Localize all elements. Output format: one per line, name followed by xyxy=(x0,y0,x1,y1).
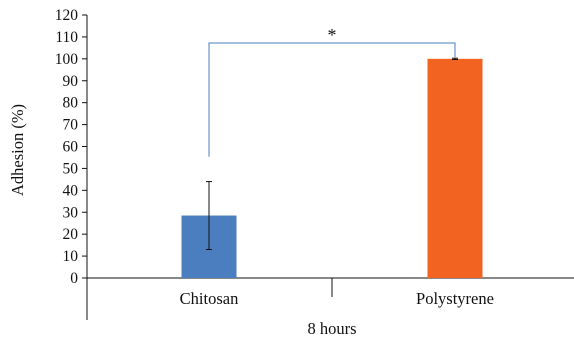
y-tick-label: 20 xyxy=(63,226,79,243)
y-tick-label: 60 xyxy=(63,139,79,156)
x-axis: Chitosan Polystyrene xyxy=(87,277,574,308)
y-tick-label: 10 xyxy=(63,248,79,265)
y-axis: 0 10 20 30 40 50 60 70 80 90 100 110 120 xyxy=(55,7,88,320)
y-tick-label: 40 xyxy=(63,182,79,199)
y-tick-label: 100 xyxy=(55,51,79,68)
y-tick-label: 30 xyxy=(63,204,79,221)
y-axis-label: Adhesion (%) xyxy=(8,104,27,196)
bar-polystyrene xyxy=(427,58,483,279)
y-tick-label: 80 xyxy=(63,95,79,112)
y-tick-label: 70 xyxy=(63,117,79,134)
x-tick-label: Chitosan xyxy=(180,289,239,308)
significance-line xyxy=(208,42,456,157)
significance-label: * xyxy=(328,25,337,45)
bars xyxy=(181,57,483,279)
y-tick-label: 90 xyxy=(63,73,79,90)
x-tick-label: Polystyrene xyxy=(416,289,494,308)
y-tick-label: 50 xyxy=(63,160,79,177)
x-axis-label: 8 hours xyxy=(307,319,356,338)
y-tick-label: 120 xyxy=(55,7,79,24)
significance-bracket: * xyxy=(208,25,456,157)
y-tick-label: 110 xyxy=(55,29,78,46)
y-tick-label: 0 xyxy=(70,270,78,287)
